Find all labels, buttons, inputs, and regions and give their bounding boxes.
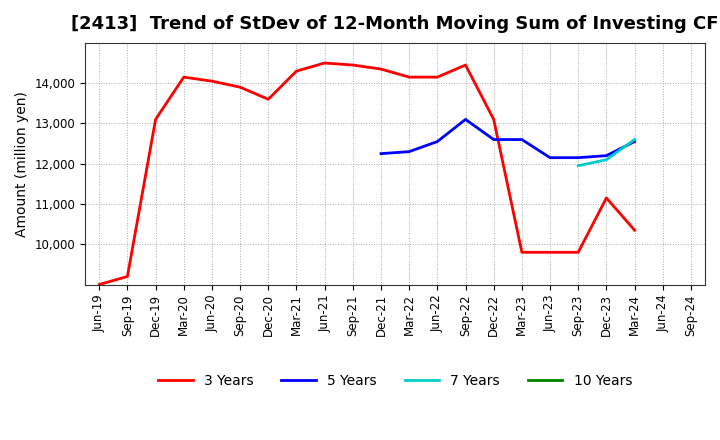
3 Years (123, 274, 132, 279)
3 Years (433, 74, 441, 80)
3 Years (602, 195, 611, 201)
5 Years (518, 137, 526, 142)
5 Years (462, 117, 470, 122)
3 Years (151, 117, 160, 122)
5 Years (433, 139, 441, 144)
3 Years (320, 60, 329, 66)
3 Years (292, 69, 301, 74)
3 Years (264, 97, 273, 102)
5 Years (574, 155, 582, 160)
7 Years (630, 137, 639, 142)
Line: 7 Years: 7 Years (578, 139, 634, 166)
5 Years (546, 155, 554, 160)
3 Years (348, 62, 357, 68)
5 Years (490, 137, 498, 142)
5 Years (405, 149, 413, 154)
3 Years (207, 78, 216, 84)
3 Years (95, 282, 104, 287)
3 Years (574, 249, 582, 255)
3 Years (377, 66, 385, 72)
5 Years (602, 153, 611, 158)
3 Years (179, 74, 188, 80)
Y-axis label: Amount (million yen): Amount (million yen) (15, 91, 29, 237)
7 Years (602, 157, 611, 162)
7 Years (574, 163, 582, 169)
3 Years (630, 227, 639, 233)
3 Years (490, 117, 498, 122)
3 Years (546, 249, 554, 255)
Legend: 3 Years, 5 Years, 7 Years, 10 Years: 3 Years, 5 Years, 7 Years, 10 Years (153, 369, 638, 394)
5 Years (630, 139, 639, 144)
3 Years (518, 249, 526, 255)
3 Years (405, 74, 413, 80)
3 Years (462, 62, 470, 68)
Title: [2413]  Trend of StDev of 12-Month Moving Sum of Investing CF: [2413] Trend of StDev of 12-Month Moving… (71, 15, 719, 33)
Line: 3 Years: 3 Years (99, 63, 634, 285)
5 Years (377, 151, 385, 156)
Line: 5 Years: 5 Years (381, 119, 634, 158)
3 Years (235, 84, 244, 90)
